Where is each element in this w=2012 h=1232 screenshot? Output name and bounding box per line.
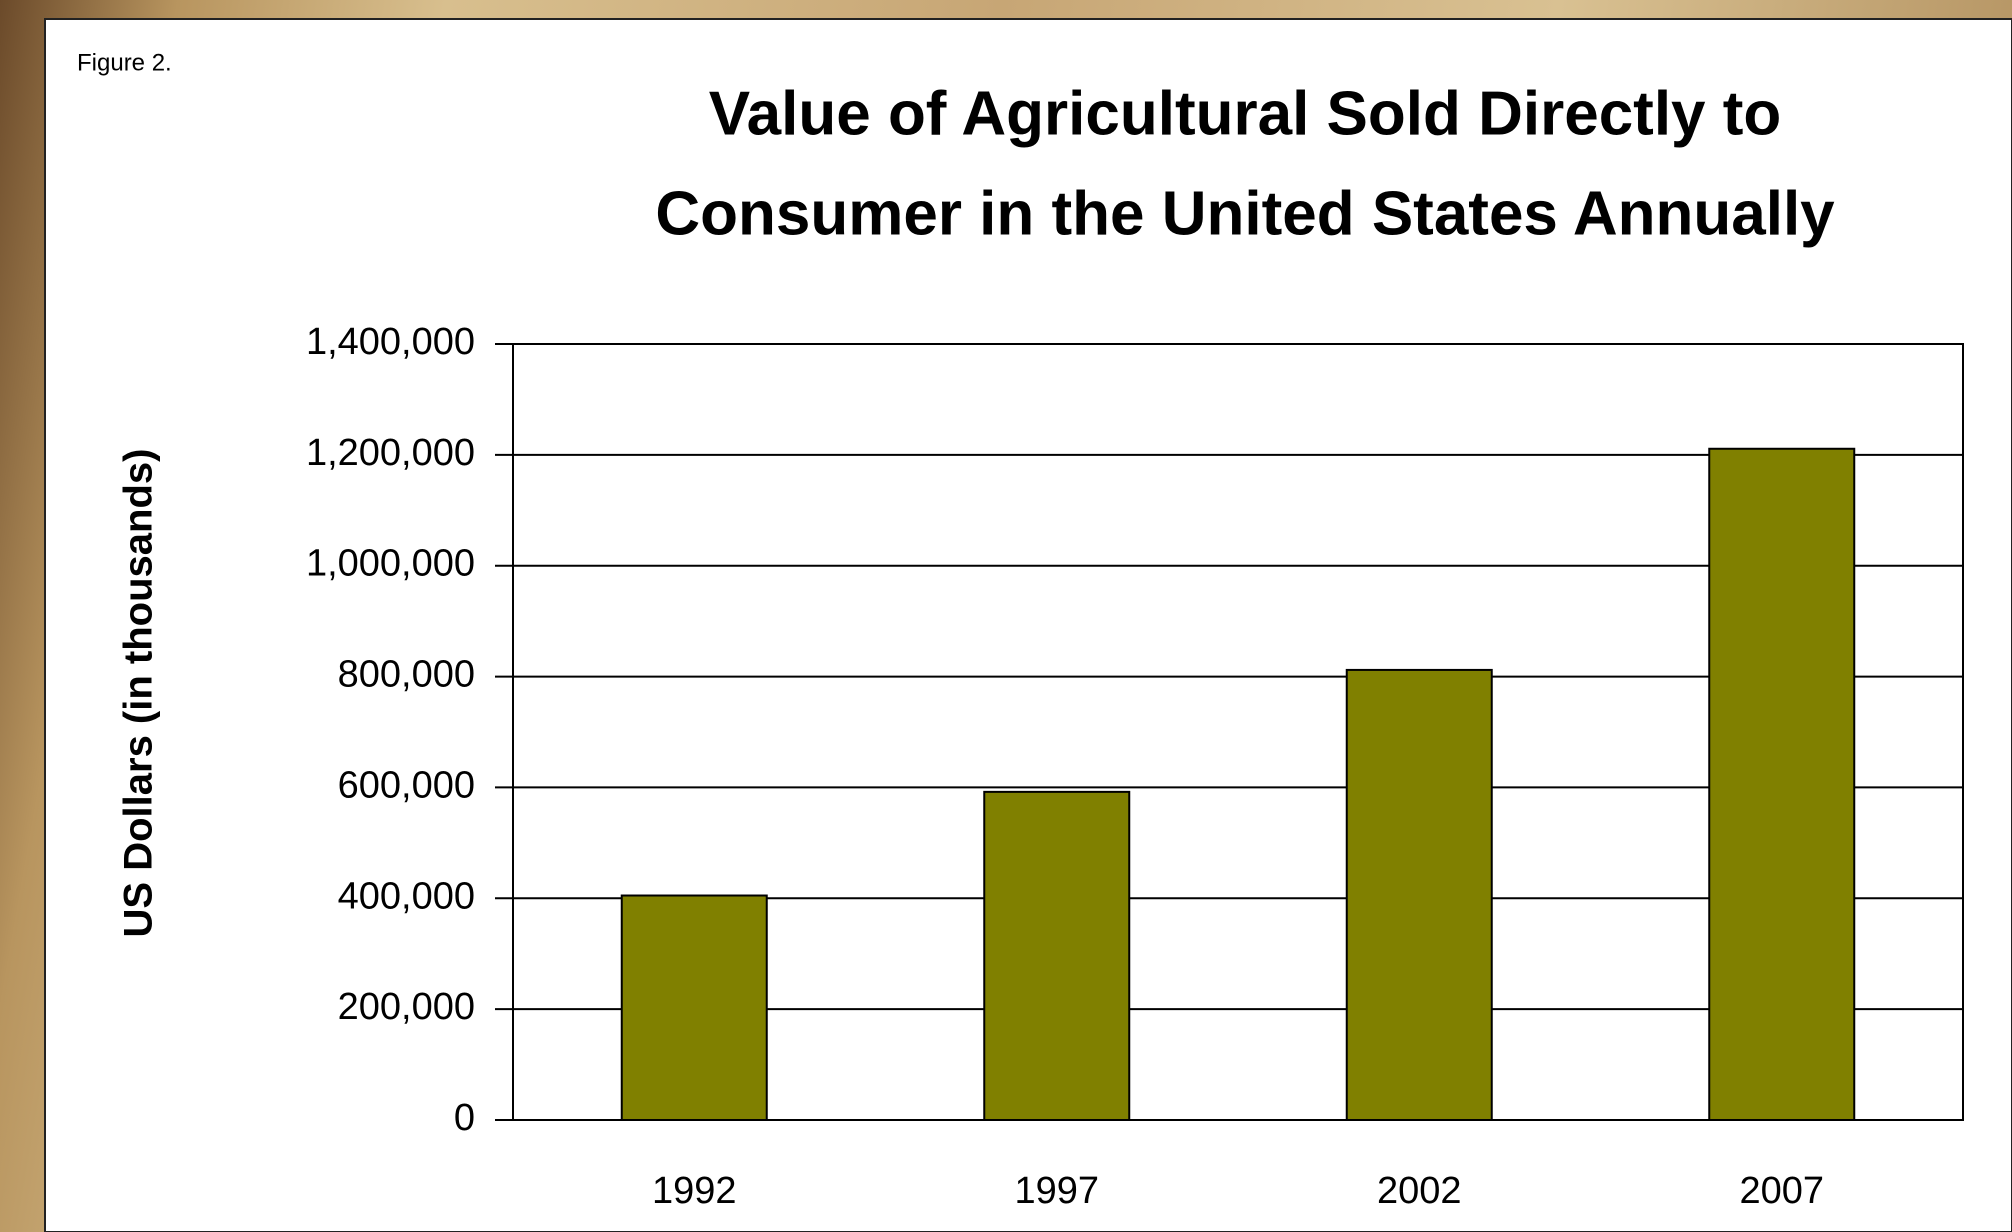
y-tick-label: 1,000,000 <box>306 543 475 585</box>
y-tick-label: 800,000 <box>338 654 475 696</box>
y-tick-label: 0 <box>454 1097 475 1139</box>
bar <box>1345 668 1493 1121</box>
x-tick-label: 1992 <box>652 1170 737 1212</box>
y-tick-label: 200,000 <box>338 986 475 1028</box>
x-tick-label: 2007 <box>1739 1170 1824 1212</box>
y-tick-label: 400,000 <box>338 875 475 917</box>
x-tick-label: 1997 <box>1014 1170 1099 1212</box>
x-tick-label: 2002 <box>1377 1170 1462 1212</box>
figure-label: Figure 2. <box>77 49 172 76</box>
bar <box>983 790 1131 1121</box>
chart-title: Consumer in the United States Annually <box>655 179 1835 248</box>
y-axis-label: US Dollars (in thousands) <box>117 449 161 938</box>
y-tick-label: 1,200,000 <box>306 432 475 474</box>
chart-title: Value of Agricultural Sold Directly to <box>709 79 1782 148</box>
y-tick-label: 600,000 <box>338 764 475 806</box>
bar <box>620 894 768 1121</box>
plot-border <box>512 343 1964 1121</box>
y-tick-label: 1,400,000 <box>306 321 475 363</box>
bar <box>1708 447 1856 1121</box>
